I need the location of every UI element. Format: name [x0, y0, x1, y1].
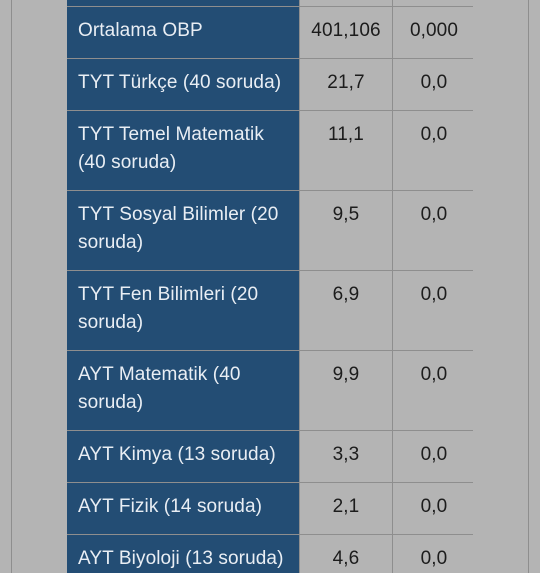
- table-row-value: 11,1: [300, 111, 392, 190]
- table-row-label: AYT Matematik (40 soruda): [67, 351, 299, 430]
- table-row-value: 21,7: [300, 59, 392, 110]
- table-row-value: 401,106: [300, 7, 392, 58]
- table-row-label: TYT Sosyal Bilimler (20 soruda): [67, 191, 299, 270]
- score-table: Ortalama OBP 401,106 0,000 TYT Türkçe (4…: [67, 0, 475, 573]
- table-row-value: 9,9: [300, 351, 392, 430]
- table-row-label: AYT Biyoloji (13 soruda): [67, 535, 299, 573]
- table-row-value: 0,000: [393, 7, 475, 58]
- table-row-value: 9,5: [300, 191, 392, 270]
- table-row-value: 3,3: [300, 431, 392, 482]
- table-row-label: TYT Fen Bilimleri (20 soruda): [67, 271, 299, 350]
- table-row-value: 0,0: [393, 431, 475, 482]
- table-row-label: AYT Kimya (13 soruda): [67, 431, 299, 482]
- table-row-label: TYT Türkçe (40 soruda): [67, 59, 299, 110]
- left-gutter-line: [11, 0, 12, 573]
- right-gutter-line: [528, 0, 529, 573]
- table-row-value: 4,6: [300, 535, 392, 573]
- table-row-label: Ortalama OBP: [67, 7, 299, 58]
- table-row-value: [393, 0, 475, 6]
- table-row-value: 0,0: [393, 59, 475, 110]
- table-row-value: 0,0: [393, 271, 475, 350]
- table-row-value: 0,0: [393, 111, 475, 190]
- table-row-label: TYT Temel Matematik (40 soruda): [67, 111, 299, 190]
- table-row-value: [300, 0, 392, 6]
- table-row-value: 0,0: [393, 351, 475, 430]
- table-row-value: 0,0: [393, 191, 475, 270]
- table-row-label: AYT Fizik (14 soruda): [67, 483, 299, 534]
- table-row-value: 6,9: [300, 271, 392, 350]
- table-row-label: [67, 0, 299, 6]
- table-row-value: 0,0: [393, 535, 475, 573]
- table-row-value: 0,0: [393, 483, 475, 534]
- table-row-value: 2,1: [300, 483, 392, 534]
